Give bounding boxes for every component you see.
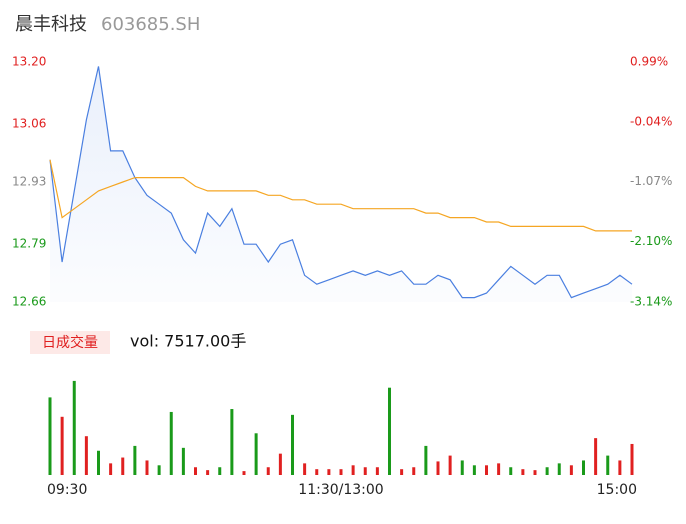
volume-bar <box>278 453 282 475</box>
y-tick-label: 12.93 <box>12 175 46 189</box>
volume-bar <box>121 457 125 475</box>
volume-bar <box>181 447 185 475</box>
volume-bar <box>521 469 525 475</box>
volume-bar <box>448 455 452 475</box>
volume-bar <box>460 460 464 475</box>
volume-badge <box>30 331 110 354</box>
volume-bar <box>84 436 88 475</box>
stock-name: 晨丰科技 <box>15 14 87 35</box>
volume-bar <box>242 471 246 475</box>
volume-bar <box>545 467 549 475</box>
volume-bar <box>400 469 404 475</box>
y-tick-label: 12.66 <box>12 295 46 309</box>
volume-bar <box>594 438 598 475</box>
x-tick-label: 09:30 <box>47 482 87 498</box>
x-tick-label: 15:00 <box>597 482 637 498</box>
volume-bar <box>630 443 634 475</box>
volume-bar <box>569 465 573 475</box>
y-tick-label: 12.79 <box>12 237 46 251</box>
volume-bar <box>606 455 610 475</box>
volume-bar <box>109 463 113 475</box>
volume-bar <box>424 445 428 475</box>
volume-bar <box>363 467 367 475</box>
y2-tick-label: -0.04% <box>630 114 672 128</box>
volume-bar <box>533 470 537 475</box>
volume-bar <box>133 445 137 475</box>
volume-bar <box>582 460 585 475</box>
volume-bar <box>327 469 331 475</box>
volume-bar <box>303 463 307 475</box>
y2-tick-label: 0.99% <box>630 55 668 69</box>
volume-bar <box>485 465 488 475</box>
volume-bar <box>145 460 149 475</box>
volume-bar <box>48 397 52 475</box>
volume-bar <box>472 465 476 475</box>
volume-bar <box>497 463 501 475</box>
volume-bar <box>388 387 391 475</box>
volume-bar <box>157 465 161 475</box>
volume-bar <box>618 460 622 475</box>
volume-bar <box>291 414 294 475</box>
volume-bar <box>375 467 379 475</box>
volume-bar <box>60 416 64 475</box>
volume-bar <box>339 469 343 475</box>
price-area <box>50 66 632 303</box>
volume-bar <box>194 467 197 475</box>
stock-code: 603685.SH <box>101 14 200 35</box>
volume-bar <box>230 409 234 475</box>
volume-bar <box>266 467 270 475</box>
volume-bar <box>97 450 100 475</box>
volume-bar <box>169 411 173 475</box>
volume-bar <box>436 461 440 475</box>
volume-bar <box>72 380 76 475</box>
volume-summary: vol: 7517.00手 <box>130 332 246 351</box>
y2-tick-label: -3.14% <box>630 295 672 309</box>
volume-label: 日成交量 <box>42 334 98 351</box>
volume-bar <box>254 433 258 475</box>
y-tick-label: 13.06 <box>12 117 46 131</box>
y2-tick-label: -2.10% <box>630 234 672 248</box>
volume-bar <box>509 467 513 475</box>
volume-bar <box>218 467 222 475</box>
volume-bar <box>557 463 561 475</box>
volume-bar <box>315 469 319 475</box>
y-tick-label: 13.20 <box>12 55 46 69</box>
y2-tick-label: -1.07% <box>630 174 672 188</box>
volume-bar <box>351 465 355 475</box>
average-line <box>49 159 632 232</box>
volume-bar <box>206 470 210 475</box>
volume-bar <box>412 467 416 475</box>
x-tick-label: 11:30/13:00 <box>298 482 383 498</box>
price-line <box>49 66 633 299</box>
